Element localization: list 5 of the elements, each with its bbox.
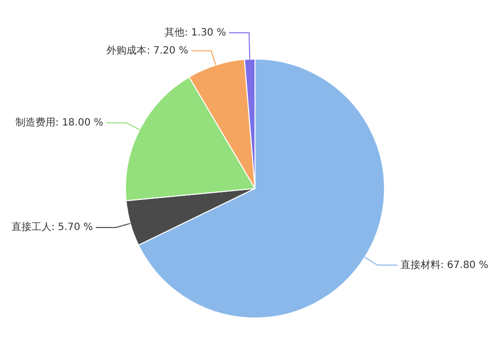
- slice-label: 制造费用: 18.00 %: [15, 116, 104, 128]
- slice-label: 直接工人: 5.70 %: [11, 221, 93, 234]
- slice-label: 其他: 1.30 %: [164, 26, 226, 38]
- slice-label: 直接材料: 67.80 %: [400, 258, 488, 271]
- slice-label: 外购成本: 7.20 %: [106, 44, 188, 56]
